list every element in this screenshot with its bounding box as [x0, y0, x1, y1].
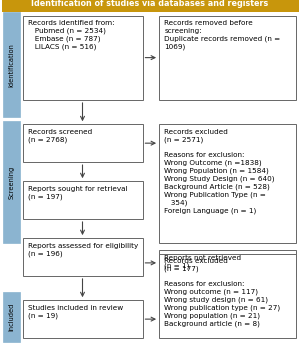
Text: Identification: Identification [8, 43, 14, 87]
Bar [159, 16, 296, 100]
Text: Identification of studies via databases and registers: Identification of studies via databases … [32, 0, 268, 8]
Bar [22, 181, 142, 219]
Bar [3, 121, 20, 243]
Bar [22, 300, 142, 338]
Text: Records excluded
(n = 177)

Reasons for exclusion:
Wrong outcome (n = 117)
Wrong: Records excluded (n = 177) Reasons for e… [164, 258, 280, 327]
Text: Included: Included [8, 302, 14, 331]
Text: Records screened
(n = 2768): Records screened (n = 2768) [28, 129, 92, 143]
Bar [22, 124, 142, 162]
Bar [3, 12, 20, 117]
Text: Reports assessed for eligibility
(n = 196): Reports assessed for eligibility (n = 19… [28, 243, 138, 257]
Bar [159, 250, 296, 276]
Text: Records removed before
screening:
Duplicate records removed (n =
1069): Records removed before screening: Duplic… [164, 20, 281, 50]
Text: Screening: Screening [8, 165, 14, 199]
Text: Reports sought for retrieval
(n = 197): Reports sought for retrieval (n = 197) [28, 186, 128, 200]
Bar [159, 124, 296, 243]
Text: Records identified from:
   Pubmed (n = 2534)
   Embase (n = 787)
   LILACS (n =: Records identified from: Pubmed (n = 253… [28, 20, 115, 50]
Bar [3, 292, 20, 342]
Bar [159, 254, 296, 338]
Bar [22, 238, 142, 276]
Text: Reports not retrieved
(n = 1): Reports not retrieved (n = 1) [164, 255, 242, 269]
Text: Records excluded
(n = 2571)

Reasons for exclusion:
Wrong Outcome (n =1838)
Wron: Records excluded (n = 2571) Reasons for … [164, 129, 275, 214]
Bar [22, 16, 142, 100]
Text: Studies included in review
(n = 19): Studies included in review (n = 19) [28, 305, 123, 319]
Bar [2, 0, 298, 12]
